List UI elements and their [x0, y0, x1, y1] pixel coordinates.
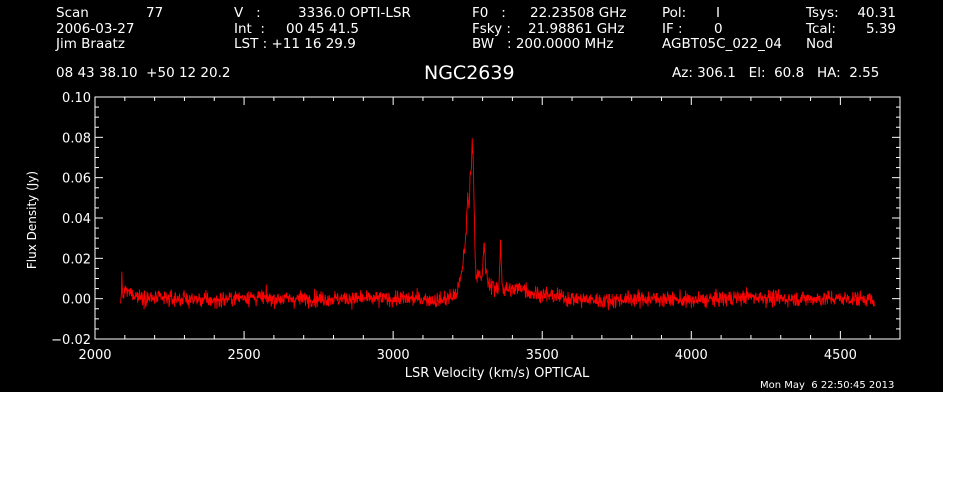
source-coordinates: 08 43 38.10 +50 12 20.2	[56, 65, 231, 81]
tsys-label: Tsys:	[806, 5, 839, 21]
pol-label: Pol:	[662, 5, 687, 21]
bandwidth-value: BW : 200.0000 MHz	[472, 36, 614, 52]
y-axis-label: Flux Density (Jy)	[25, 171, 39, 269]
project-id: AGBT05C_022_04	[662, 36, 783, 52]
integration-value: 00 45 41.5	[286, 21, 359, 37]
tcal-value: 5.39	[865, 21, 896, 37]
y-tick-label: 0.02	[62, 252, 91, 267]
plot-timestamp: Mon May 6 22:50:45 2013	[760, 380, 895, 391]
y-tick-label: 0.00	[62, 293, 91, 308]
az-el-ha: Az: 306.1 El: 60.8 HA: 2.55	[672, 65, 880, 81]
object-name: NGC2639	[424, 62, 515, 84]
x-axis-label: LSR Velocity (km/s) OPTICAL	[405, 366, 590, 381]
y-tick-label: 0.06	[62, 172, 91, 187]
integration-label: Int :	[234, 21, 265, 37]
velocity-label: V :	[234, 5, 261, 21]
y-tick-label: −0.02	[51, 333, 91, 348]
f0-value: 22.23508 GHz	[530, 5, 627, 21]
y-tick-label: 0.08	[62, 131, 91, 146]
x-tick-label: 4500	[824, 348, 857, 363]
scan-value: 77	[146, 5, 164, 21]
if-value: 0	[714, 21, 723, 37]
fsky-label: Fsky :	[472, 21, 511, 37]
x-tick-label: 2000	[78, 348, 111, 363]
axis-group: 2000 2500 3000 3500 4000 4500 −0.02 0.00 0.02 0.0…	[51, 91, 901, 363]
tcal-label: Tcal:	[806, 21, 836, 37]
if-label: IF :	[662, 21, 683, 37]
pol-value: I	[716, 5, 720, 21]
switching-mode: Nod	[806, 36, 833, 52]
y-tick-label: 0.10	[62, 91, 91, 106]
x-tick-label: 4000	[675, 348, 708, 363]
x-tick-label: 2500	[228, 348, 261, 363]
spectrum-trace-group	[119, 138, 876, 311]
y-tick-label: 0.04	[62, 212, 91, 227]
velocity-value: 3336.0 OPTI-LSR	[298, 5, 411, 21]
plot-window: Scan 77 2006-03-27 Jim Braatz V : 3336.0…	[0, 0, 943, 392]
spectrum-chart: 2000 2500 3000 3500 4000 4500 −0.02 0.00 0.02 0.0…	[25, 91, 901, 381]
spectrum-line	[119, 138, 876, 311]
f0-label: F0 :	[472, 5, 506, 21]
fsky-value: 21.98861 GHz	[528, 21, 625, 37]
x-tick-label: 3000	[377, 348, 410, 363]
lst-value: LST : +11 16 29.9	[234, 36, 356, 52]
scan-label: Scan	[56, 5, 89, 21]
tsys-value: 40.31	[857, 5, 896, 21]
x-tick-label: 3500	[526, 348, 559, 363]
observer-name: Jim Braatz	[56, 36, 125, 52]
observation-date: 2006-03-27	[56, 21, 135, 37]
